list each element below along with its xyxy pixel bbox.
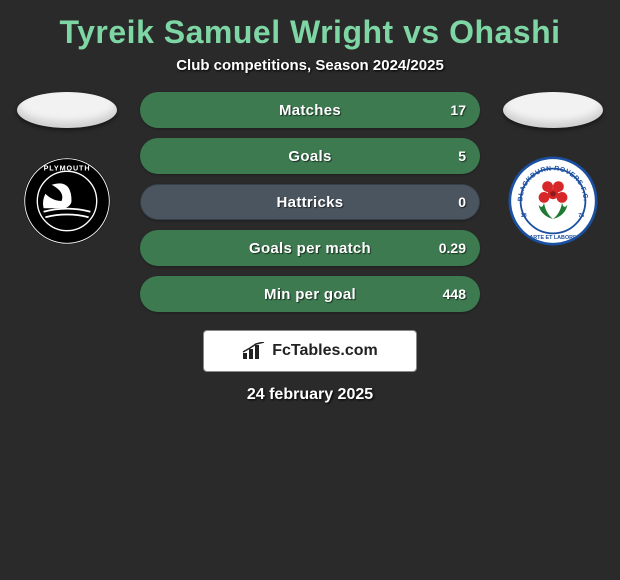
page-title: Tyreik Samuel Wright vs Ohashi bbox=[0, 0, 620, 57]
stats-column: Matches 17 Goals 5 Hattricks 0 Goals per match… bbox=[140, 92, 480, 312]
blackburn-badge-icon: BLACKBURN ROVERS F.C. ARTE ET LABORE 18 … bbox=[508, 156, 598, 246]
svg-text:75: 75 bbox=[578, 213, 584, 219]
stat-row: Goals per match 0.29 bbox=[140, 230, 480, 266]
left-club-logo: PLYMOUTH bbox=[22, 156, 112, 246]
chart-icon bbox=[242, 342, 266, 360]
svg-text:ARTE ET LABORE: ARTE ET LABORE bbox=[529, 235, 577, 241]
stat-label: Matches bbox=[279, 102, 341, 119]
svg-text:PLYMOUTH: PLYMOUTH bbox=[44, 163, 91, 172]
stat-row: Matches 17 bbox=[140, 92, 480, 128]
stat-value: 17 bbox=[450, 102, 466, 118]
stat-label: Min per goal bbox=[264, 286, 356, 303]
stat-row: Min per goal 448 bbox=[140, 276, 480, 312]
stat-value: 0.29 bbox=[439, 240, 466, 256]
right-club-logo: BLACKBURN ROVERS F.C. ARTE ET LABORE 18 … bbox=[508, 156, 598, 246]
brand-watermark: FcTables.com bbox=[203, 330, 417, 372]
right-player-avatar bbox=[503, 92, 603, 128]
date-line: 24 february 2025 bbox=[0, 372, 620, 404]
plymouth-badge-icon: PLYMOUTH bbox=[22, 156, 112, 246]
right-player-col: BLACKBURN ROVERS F.C. ARTE ET LABORE 18 … bbox=[498, 92, 608, 246]
stat-value: 448 bbox=[443, 286, 466, 302]
left-player-avatar bbox=[17, 92, 117, 128]
comparison-row: PLYMOUTH Matches 17 Goals 5 Hattricks 0 Goals … bbox=[0, 92, 620, 312]
left-player-col: PLYMOUTH bbox=[12, 92, 122, 246]
stat-row: Goals 5 bbox=[140, 138, 480, 174]
subtitle: Club competitions, Season 2024/2025 bbox=[0, 57, 620, 92]
stat-value: 5 bbox=[458, 148, 466, 164]
brand-text: FcTables.com bbox=[272, 342, 378, 360]
svg-text:18: 18 bbox=[521, 213, 527, 219]
stat-label: Hattricks bbox=[277, 194, 344, 211]
stat-value: 0 bbox=[458, 194, 466, 210]
stat-row: Hattricks 0 bbox=[140, 184, 480, 220]
stat-label: Goals bbox=[288, 148, 331, 165]
stat-label: Goals per match bbox=[249, 240, 371, 257]
